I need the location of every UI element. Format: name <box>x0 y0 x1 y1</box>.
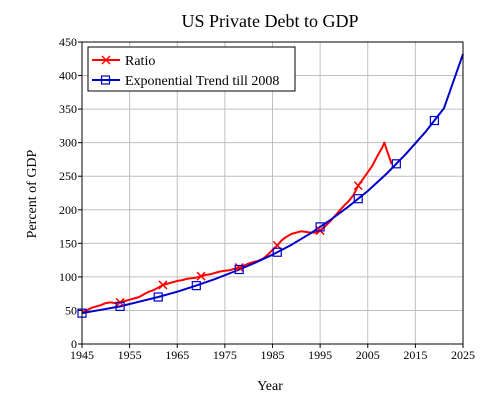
series-markers <box>77 115 440 318</box>
chart-title: US Private Debt to GDP <box>182 11 359 31</box>
ratio-marker <box>158 280 168 290</box>
y-tick-label: 350 <box>59 102 77 116</box>
trend-marker <box>315 222 325 232</box>
y-tick-label: 300 <box>59 136 77 150</box>
ratio-marker <box>234 262 244 273</box>
trend-marker <box>272 247 282 257</box>
legend-box <box>87 46 296 92</box>
y-tick-label: 200 <box>59 203 77 217</box>
y-tick-labels: 0 50 100 150 200 250 300 350 400 450 <box>59 35 77 351</box>
y-tick-label: 250 <box>59 169 77 183</box>
legend: Ratio Exponential Trend till 2008 <box>87 46 296 92</box>
trend-marker <box>153 292 163 302</box>
legend-ratio-marker <box>101 55 111 65</box>
y-tick-label: 150 <box>59 236 77 250</box>
y-tick-label: 450 <box>59 35 77 49</box>
trend-marker <box>391 159 401 169</box>
x-tick-label: 1985 <box>261 348 285 362</box>
trend-marker <box>429 115 440 126</box>
x-tick-label: 2005 <box>356 348 380 362</box>
trend-marker <box>115 301 125 312</box>
grid <box>78 41 464 348</box>
x-tick-label: 1945 <box>70 348 94 362</box>
ratio-line <box>81 141 393 313</box>
trend-marker <box>353 194 363 204</box>
x-tick-label: 1965 <box>165 348 189 362</box>
x-tick-label: 2025 <box>451 348 475 362</box>
ratio-marker <box>196 271 206 281</box>
trend-marker <box>191 281 201 291</box>
plot-area-border <box>81 41 464 345</box>
y-tick-label: 400 <box>59 69 77 83</box>
legend-trend-label: Exponential Trend till 2008 <box>125 74 279 89</box>
x-tick-label: 1995 <box>308 348 332 362</box>
legend-ratio-label: Ratio <box>125 54 155 69</box>
trend-marker <box>234 264 244 275</box>
x-tick-labels: 1945 1955 1965 1975 1985 1995 2005 2015 2025 <box>70 348 475 362</box>
x-axis-label: Year <box>257 379 283 394</box>
y-axis-label: Percent of GDP <box>25 149 40 238</box>
x-tick-label: 1955 <box>118 348 142 362</box>
y-tick-label: 100 <box>59 270 77 284</box>
trend-line <box>81 53 464 315</box>
y-tick-label: 50 <box>65 303 77 317</box>
x-tick-label: 2015 <box>403 348 427 362</box>
legend-trend-marker <box>100 75 111 85</box>
y-tick-label: 0 <box>71 337 77 351</box>
ratio-marker <box>353 181 363 191</box>
x-tick-label: 1975 <box>213 348 237 362</box>
